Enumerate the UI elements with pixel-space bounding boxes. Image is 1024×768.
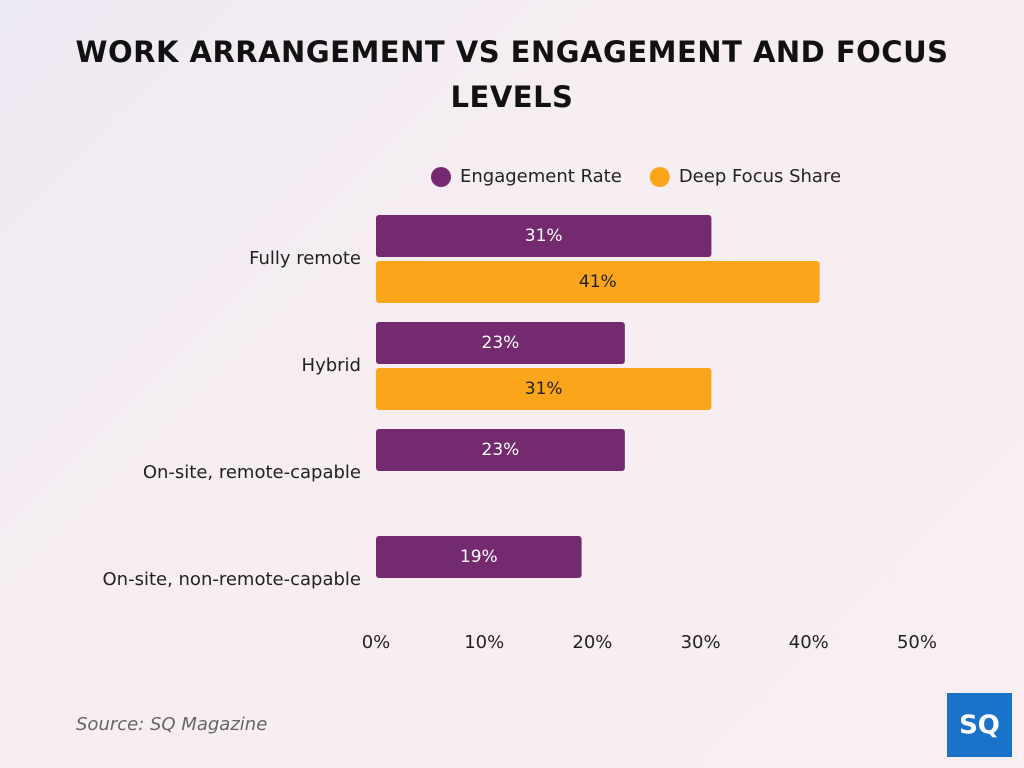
source: Source: SQ Magazine (76, 714, 267, 735)
y-tick-label: On-site, non-remote-capable (103, 569, 362, 590)
chart-title: WORK ARRANGEMENT VS ENGAGEMENT AND FOCUS… (75, 35, 949, 114)
bar (376, 368, 712, 410)
x-tick-label: 0% (362, 632, 391, 653)
x-tick-label: 20% (572, 632, 612, 653)
value-label: 23% (482, 440, 520, 460)
y-tick-label: Fully remote (249, 248, 361, 269)
logo: SQ (959, 711, 1000, 741)
x-tick-label: 50% (897, 632, 937, 653)
bar (376, 536, 582, 578)
legend-label: Deep Focus Share (679, 166, 841, 187)
value-label: 31% (525, 226, 563, 246)
y-tick-label: Hybrid (302, 355, 361, 376)
value-label: 19% (460, 547, 498, 567)
x-tick-label: 30% (681, 632, 721, 653)
legend-marker (649, 167, 670, 187)
x-tick-label: 10% (464, 632, 504, 653)
legend-label: Engagement Rate (460, 166, 622, 187)
legend-marker (431, 167, 451, 187)
bar (376, 261, 820, 303)
value-label: 23% (482, 333, 520, 353)
bar (376, 215, 712, 257)
value-label: 31% (525, 379, 563, 399)
x-tick-label: 40% (789, 632, 829, 653)
bar (376, 322, 625, 364)
logo-box (947, 693, 1012, 757)
y-tick-label: On-site, remote-capable (143, 462, 361, 483)
value-label: 41% (579, 272, 617, 292)
bar (376, 429, 625, 471)
